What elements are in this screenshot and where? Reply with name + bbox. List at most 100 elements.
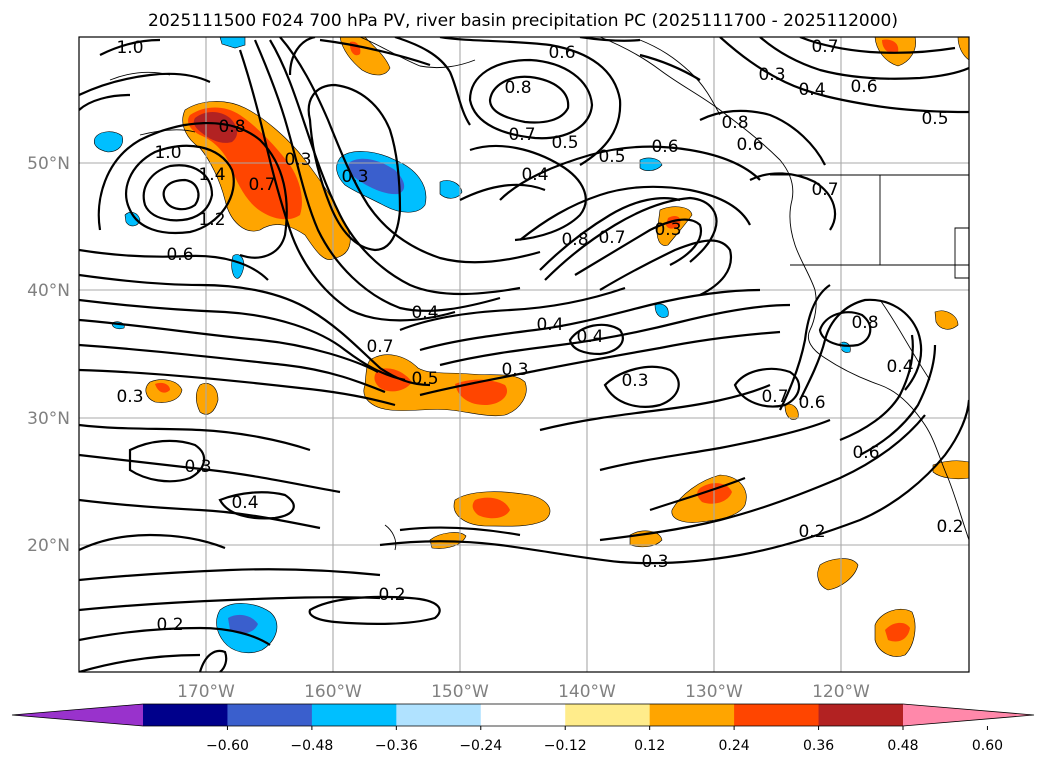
contour-label: 0.2 (156, 615, 183, 635)
colorbar-tick-label: 0.36 (803, 738, 834, 754)
contour-label: 0.3 (501, 360, 528, 380)
precip-negative-region (219, 37, 246, 49)
contour-label: 0.7 (366, 337, 393, 357)
colorbar-tick-label: 0.12 (634, 738, 665, 754)
colorbar: −0.60 −0.48 −0.36 −0.24 −0.12 0.12 0.24 0.36 0.4… (11, 703, 1035, 754)
precip-negative-core (348, 158, 405, 195)
colorbar-swatch (818, 704, 904, 726)
contour-label: 0.6 (736, 135, 763, 155)
colorbar-tick-label: 0.48 (887, 738, 918, 754)
colorbar-swatch (396, 704, 482, 726)
contour-label: 0.6 (166, 245, 193, 265)
contour-label: 0.6 (852, 443, 879, 463)
contour-label: 0.4 (886, 357, 913, 377)
contour-label: 0.3 (341, 167, 368, 187)
colorbar-swatch (311, 704, 397, 726)
colorbar-outline (11, 703, 1035, 727)
precip-positive-core (697, 483, 732, 504)
lat-label: 50°N (27, 154, 70, 174)
contour-label: 0.2 (378, 585, 405, 605)
contour-label: 0.4 (411, 303, 438, 323)
precip-positive-core (885, 622, 910, 642)
contour-label: 0.7 (598, 228, 625, 248)
contour-label: 0.7 (508, 125, 535, 145)
colorbar-swatch (734, 704, 820, 726)
precip-positive-region (932, 460, 969, 480)
precip-positive-core (455, 379, 508, 405)
contour-label: 0.8 (218, 117, 245, 137)
lon-label: 160°W (304, 682, 362, 702)
precip-negative-region (639, 157, 663, 171)
contour-label: 0.4 (231, 493, 258, 513)
contour-label: 0.3 (621, 371, 648, 391)
precip-positive-core (882, 39, 899, 54)
contour-label: 0.7 (811, 180, 838, 200)
longitude-labels: 170°W 160°W 150°W 140°W 130°W 120°W (177, 682, 870, 702)
lat-label: 30°N (27, 409, 70, 429)
colorbar-tick-label: −0.36 (375, 738, 418, 754)
contour-label: 0.2 (936, 517, 963, 537)
colorbar-swatch (565, 704, 651, 726)
contour-label: 0.3 (184, 457, 211, 477)
contour-label: 0.6 (850, 77, 877, 97)
contour-label: 1.0 (116, 38, 143, 58)
contour-label: 0.3 (116, 387, 143, 407)
contour-label: 0.8 (851, 313, 878, 333)
contour-label: 0.8 (561, 230, 588, 250)
lon-label: 140°W (558, 682, 616, 702)
colorbar-swatch (227, 704, 313, 726)
colorbar-tick-label: −0.24 (459, 738, 502, 754)
lat-label: 20°N (27, 536, 70, 556)
colorbar-tick-label: 0.60 (972, 738, 1003, 754)
contour-label: 0.6 (651, 137, 678, 157)
precip-positive-region (195, 382, 219, 415)
contour-label: 0.3 (284, 150, 311, 170)
contour-label: 1.0 (154, 143, 181, 163)
contour-label: 0.6 (548, 43, 575, 63)
colorbar-tick-label: 0.24 (719, 738, 750, 754)
contour-label: 0.8 (504, 78, 531, 98)
precip-negative-region (654, 303, 669, 318)
contour-label: 1.4 (198, 165, 225, 185)
contour-label: 0.7 (811, 37, 838, 57)
contour-label: 0.5 (598, 147, 625, 167)
figure-title: 2025111500 F024 700 hPa PV, river basin … (148, 11, 898, 31)
contour-label: 0.4 (536, 315, 563, 335)
coastlines (109, 37, 969, 551)
map-content: 1.0 1.0 1.4 1.2 0.8 0.7 0.3 0.6 0.8 0.7 … (79, 37, 969, 672)
precip-positive-core (472, 497, 510, 519)
colorbar-tick-label: −0.48 (290, 738, 333, 754)
precip-positive-core (155, 382, 170, 393)
lon-label: 130°W (685, 682, 743, 702)
contour-label: 0.4 (798, 80, 825, 100)
precip-strong-core (193, 112, 238, 143)
colorbar-tick-label: −0.60 (206, 738, 249, 754)
lon-label: 120°W (812, 682, 870, 702)
contour-label: 0.3 (654, 220, 681, 240)
contour-label: 0.8 (721, 113, 748, 133)
contour-label: 1.2 (198, 210, 225, 230)
colorbar-swatch (480, 704, 566, 726)
contour-label: 0.4 (521, 165, 548, 185)
contour-label: 0.7 (761, 387, 788, 407)
pv-contours (79, 37, 969, 672)
contour-label: 0.2 (798, 522, 825, 542)
precip-positive-region (957, 37, 969, 61)
precip-positive-region (934, 310, 959, 330)
contour-label: 0.3 (641, 552, 668, 572)
latitude-labels: 50°N 40°N 30°N 20°N (27, 154, 70, 556)
colorbar-extend-min (12, 704, 143, 726)
contour-label: 0.5 (411, 369, 438, 389)
colorbar-swatch (649, 704, 735, 726)
lon-label: 150°W (431, 682, 489, 702)
lat-label: 40°N (27, 281, 70, 301)
contour-labels: 1.0 1.0 1.4 1.2 0.8 0.7 0.3 0.6 0.8 0.7 … (116, 37, 963, 635)
contour-label: 0.4 (576, 327, 603, 347)
contour-label: 0.5 (921, 109, 948, 129)
lon-label: 170°W (177, 682, 235, 702)
colorbar-extend-max (903, 704, 1034, 726)
contour-label: 0.6 (798, 393, 825, 413)
precip-negative-region (93, 131, 123, 153)
contour-label: 0.3 (758, 65, 785, 85)
